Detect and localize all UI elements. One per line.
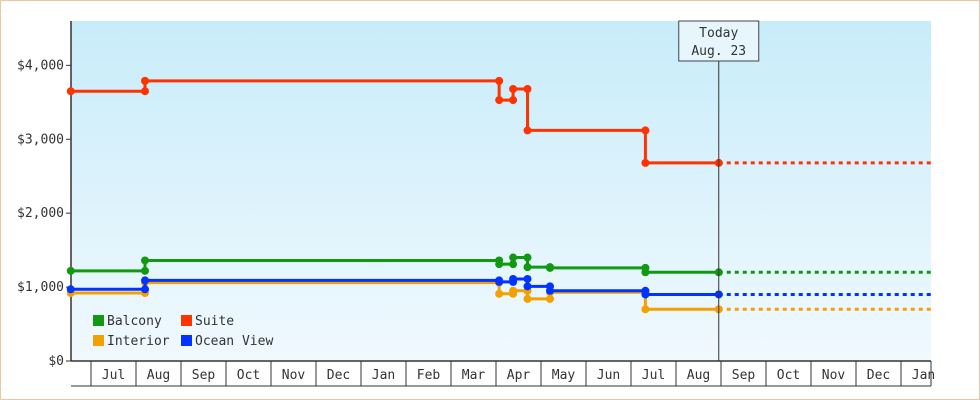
x-tick-label: Jan xyxy=(372,368,395,383)
legend-swatch xyxy=(181,335,192,346)
data-point xyxy=(641,158,650,167)
legend-swatch xyxy=(181,315,192,326)
x-tick-label: Nov xyxy=(822,368,846,383)
x-tick-label: Jul xyxy=(102,368,125,383)
x-tick-label: Apr xyxy=(507,368,531,383)
data-point xyxy=(141,76,149,85)
x-tick-label: May xyxy=(552,368,576,383)
data-point xyxy=(509,274,518,283)
x-axis: Jul Aug Sep Oct Nov Dec Jan Feb Mar Apr May Jun Jul A… xyxy=(71,360,935,387)
data-point xyxy=(546,286,554,295)
data-point xyxy=(66,266,75,275)
data-point xyxy=(509,286,518,295)
x-tick-label: Aug xyxy=(687,368,710,383)
x-tick-label: Aug xyxy=(147,368,170,383)
y-tick-label: $1,000 xyxy=(17,280,64,295)
x-tick-label: Sep xyxy=(192,368,216,383)
x-tick-label: Dec xyxy=(327,368,350,383)
x-tick-label: Sep xyxy=(732,368,756,383)
today-date-label: Aug. 23 xyxy=(691,44,746,59)
x-tick-label: Jan xyxy=(912,368,935,383)
series-line xyxy=(70,277,719,296)
y-axis: $0 $1,000 $2,000 $3,000 $4,000 xyxy=(17,21,72,369)
y-tick-label: $0 xyxy=(48,354,64,369)
y-tick-label: $3,000 xyxy=(17,132,64,147)
data-point xyxy=(141,266,149,275)
data-point xyxy=(66,285,75,294)
data-point xyxy=(66,87,75,96)
data-point xyxy=(546,294,554,303)
legend-label: Interior xyxy=(107,334,170,349)
data-point xyxy=(141,87,149,96)
y-tick-label: $2,000 xyxy=(17,206,64,221)
data-point xyxy=(495,289,504,298)
x-tick-label: Jul xyxy=(642,368,665,383)
data-point xyxy=(523,263,532,272)
series-layer xyxy=(66,76,931,314)
data-point xyxy=(523,85,532,93)
data-point xyxy=(509,253,518,262)
data-point xyxy=(523,253,532,262)
legend-label: Suite xyxy=(195,314,234,329)
data-point xyxy=(523,126,532,135)
today-marker: Today Aug. 23 xyxy=(678,20,760,361)
x-tick-label: Feb xyxy=(417,368,441,383)
legend-label: Ocean View xyxy=(195,334,273,349)
y-tick-label: $4,000 xyxy=(17,58,64,73)
legend-swatch xyxy=(93,335,104,346)
x-tick-label: Nov xyxy=(282,368,306,383)
data-point xyxy=(641,305,650,314)
x-tick-label: Dec xyxy=(867,368,890,383)
data-point xyxy=(509,85,518,93)
data-point xyxy=(523,294,532,303)
x-tick-label: Oct xyxy=(777,368,800,383)
x-tick-label: Jun xyxy=(597,368,620,383)
today-label: Today xyxy=(699,26,738,41)
legend-swatch xyxy=(93,315,104,326)
data-point xyxy=(641,290,650,299)
data-point xyxy=(509,96,518,105)
series-line xyxy=(70,256,719,274)
data-point xyxy=(141,256,149,265)
today-box xyxy=(678,20,760,62)
data-point xyxy=(523,274,532,283)
data-point xyxy=(546,263,554,272)
data-point xyxy=(495,277,504,286)
data-point xyxy=(495,260,504,269)
data-point xyxy=(523,282,532,291)
data-point xyxy=(641,268,650,277)
legend: Balcony Suite Interior Ocean View xyxy=(93,314,273,349)
data-point xyxy=(495,76,504,85)
data-point xyxy=(495,96,504,105)
x-tick-label: Mar xyxy=(462,368,486,383)
data-point xyxy=(509,260,518,269)
x-tick-label: Oct xyxy=(237,368,260,383)
legend-label: Balcony xyxy=(107,314,162,329)
data-point xyxy=(141,276,149,285)
data-point xyxy=(641,126,650,135)
data-point xyxy=(141,285,149,294)
